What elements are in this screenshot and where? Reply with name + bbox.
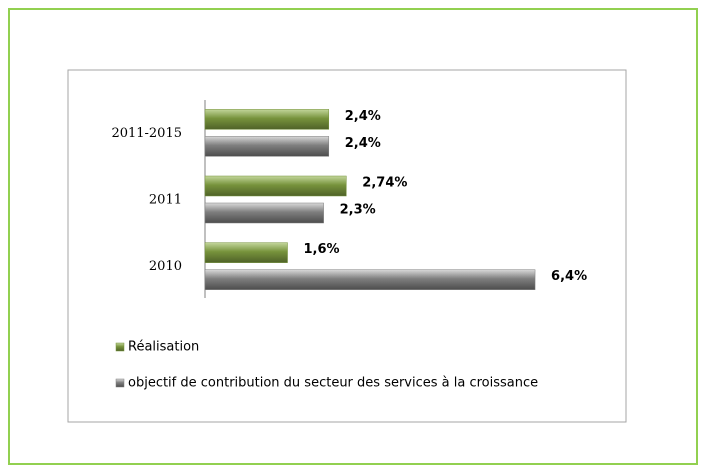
bar <box>204 136 330 157</box>
y-tick-label: 2011 <box>149 193 182 208</box>
value-label: 2,3% <box>340 203 376 218</box>
y-tick-label: 2010 <box>149 259 182 274</box>
legend-label: Réalisation <box>128 340 199 355</box>
bar <box>204 175 347 197</box>
legend-label: objectif de contribution du secteur des … <box>128 376 538 391</box>
value-label: 2,74% <box>362 176 407 191</box>
bar <box>204 202 324 224</box>
legend-swatch <box>115 342 125 352</box>
bar <box>204 269 536 290</box>
legend-swatch <box>115 378 125 388</box>
value-label: 2,4% <box>345 136 381 151</box>
chart-frame <box>67 69 627 423</box>
value-label: 1,6% <box>304 242 340 257</box>
bar <box>204 242 288 263</box>
value-label: 2,4% <box>345 109 381 124</box>
bar <box>204 109 330 130</box>
y-tick-label: 2011-2015 <box>111 126 182 141</box>
value-label: 6,4% <box>551 269 587 284</box>
